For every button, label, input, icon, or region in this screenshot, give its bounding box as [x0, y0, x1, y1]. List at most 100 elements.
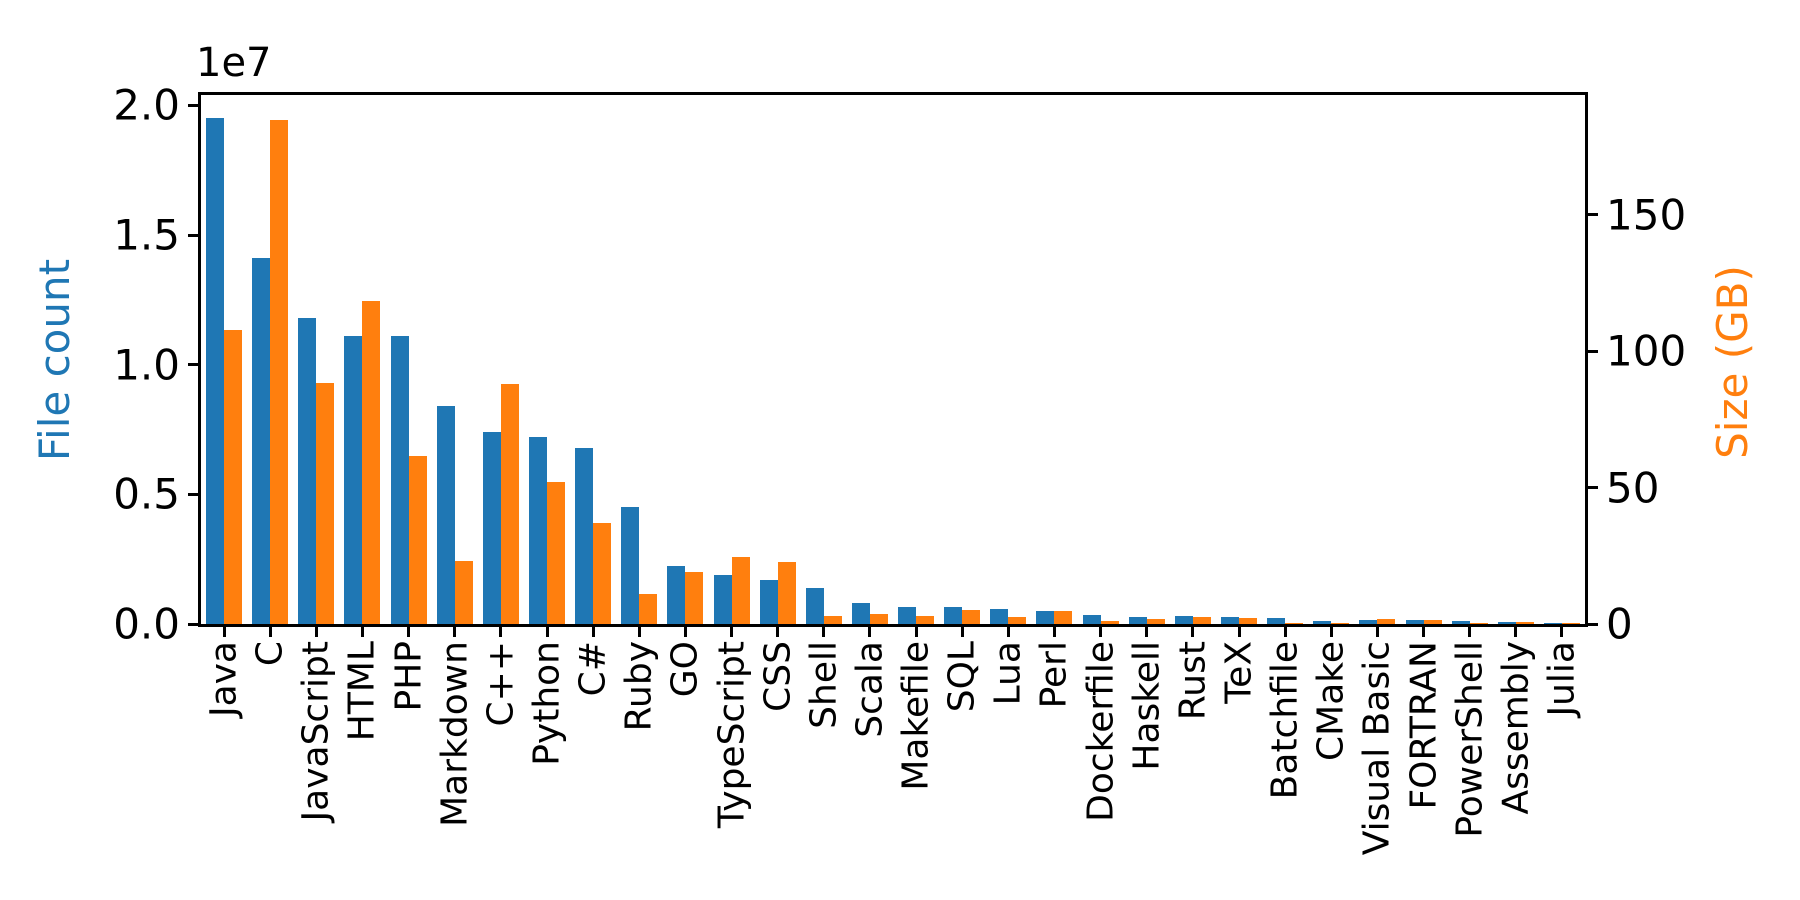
file-count-bar [1313, 621, 1332, 624]
file-count-bar [713, 575, 732, 624]
right-y-tick [1588, 349, 1598, 353]
file-count-bar [1221, 617, 1239, 624]
x-tick [545, 627, 549, 637]
x-tick [1514, 627, 1518, 637]
file-count-bar [529, 437, 547, 624]
file-count-bar [252, 258, 271, 624]
size-bar [823, 616, 842, 624]
size-bar [1100, 621, 1119, 624]
x-tick-label: Dockerfile [1080, 641, 1122, 822]
file-count-bar [667, 566, 686, 624]
x-tick-label: Java [203, 641, 245, 718]
size-bar [1146, 619, 1165, 624]
x-tick-label: Lua [987, 641, 1029, 706]
size-bar [731, 557, 750, 624]
size-bar [1377, 619, 1396, 624]
size-bar [1469, 623, 1488, 624]
right-y-tick-label: 100 [1606, 326, 1687, 376]
left-y-tick [188, 103, 198, 107]
file-count-bar [298, 318, 317, 624]
x-tick [1375, 627, 1379, 637]
left-y-tick [188, 492, 198, 496]
x-tick [1283, 627, 1287, 637]
right-y-tick [1588, 486, 1598, 490]
file-count-bar [1451, 621, 1470, 624]
size-bar [1192, 617, 1211, 624]
size-bar [316, 383, 335, 624]
x-tick-label: CMake [1310, 641, 1352, 761]
size-bar [1561, 623, 1580, 624]
file-count-bar [805, 588, 824, 624]
file-count-bar [944, 607, 963, 624]
x-tick-label: TypeScript [711, 641, 753, 829]
size-bar [639, 594, 658, 624]
size-bar [1423, 620, 1442, 624]
right-axis-label: Size (GB) [1708, 265, 1757, 459]
x-tick [683, 627, 687, 637]
file-count-bar [390, 336, 409, 624]
size-bar [1008, 617, 1027, 624]
size-bar [593, 523, 612, 624]
size-bar [1331, 623, 1350, 624]
left-y-tick-label: 0.0 [113, 599, 180, 649]
left-axis-label: File count [30, 258, 79, 462]
x-tick [314, 627, 318, 637]
file-count-bar [436, 406, 455, 624]
size-bar [408, 456, 427, 624]
size-bar [869, 614, 888, 624]
x-tick-label: CSS [757, 641, 799, 712]
x-tick [1237, 627, 1241, 637]
x-tick [1052, 627, 1056, 637]
x-tick [868, 627, 872, 637]
file-count-bar [898, 607, 917, 624]
x-tick [1560, 627, 1564, 637]
x-tick [960, 627, 964, 637]
file-count-bar [851, 603, 870, 624]
x-tick-label: Perl [1033, 641, 1075, 709]
x-tick-label: GO [664, 641, 706, 698]
x-tick [268, 627, 272, 637]
x-tick-label: PowerShell [1449, 641, 1491, 838]
x-tick-label: C++ [480, 641, 522, 727]
size-bar [685, 572, 704, 624]
left-y-tick [188, 363, 198, 367]
x-tick-label: TeX [1218, 641, 1260, 704]
x-tick-label: C [249, 641, 291, 667]
size-bar [1054, 611, 1073, 624]
file-count-bar [344, 336, 363, 624]
right-y-tick-label: 50 [1606, 463, 1660, 513]
size-bar [962, 610, 981, 624]
file-count-bar [1082, 615, 1101, 624]
x-tick [1099, 627, 1103, 637]
file-count-bar [1174, 616, 1193, 624]
right-y-tick-label: 150 [1606, 190, 1687, 240]
size-bar [270, 120, 289, 624]
size-bar [500, 384, 519, 624]
x-tick-label: Julia [1541, 641, 1583, 717]
size-bar [1285, 623, 1304, 624]
x-tick [776, 627, 780, 637]
left-axis-scale-offset: 1e7 [196, 40, 272, 86]
file-count-bar [621, 507, 640, 624]
x-tick [730, 627, 734, 637]
file-count-bar [1497, 622, 1516, 624]
file-count-bar [1128, 617, 1147, 624]
x-tick-label: HTML [341, 641, 383, 742]
x-tick-label: JavaScript [295, 641, 337, 822]
x-tick-label: PHP [388, 641, 430, 712]
size-bar [1239, 618, 1257, 624]
left-y-tick-label: 0.5 [113, 469, 180, 519]
x-tick [499, 627, 503, 637]
size-bar [224, 330, 243, 624]
x-tick [591, 627, 595, 637]
x-tick-label: Makefile [895, 641, 937, 791]
x-tick [1468, 627, 1472, 637]
x-tick [637, 627, 641, 637]
x-tick-label: Visual Basic [1356, 641, 1398, 856]
file-count-bar [482, 432, 501, 624]
size-bar [916, 616, 935, 624]
size-bar [362, 301, 381, 624]
left-y-tick [188, 233, 198, 237]
right-y-tick-label: 0 [1606, 599, 1633, 649]
file-count-bar [1405, 620, 1424, 624]
